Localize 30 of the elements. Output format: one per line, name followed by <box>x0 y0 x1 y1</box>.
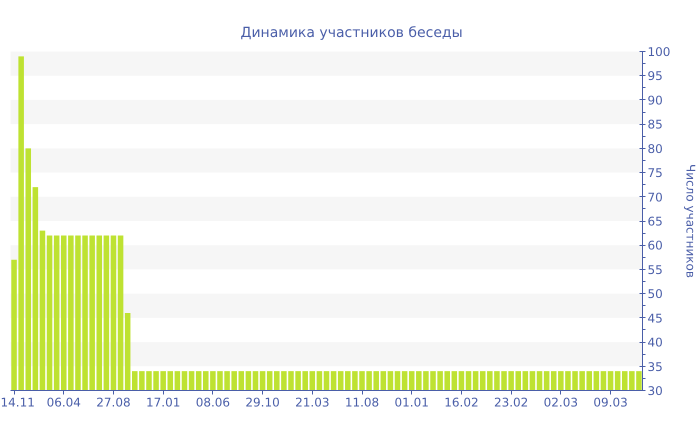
y-tick-label: 55 <box>648 262 663 277</box>
y-tick-label: 75 <box>648 166 663 180</box>
x-tick-label: 11.08 <box>344 396 380 410</box>
x-tick-label: 21.03 <box>295 396 330 410</box>
chart-title: Динамика участников беседы <box>240 25 463 41</box>
y-tick-label: 40 <box>648 336 663 350</box>
x-tick-label: 27.08 <box>96 396 131 410</box>
y-tick-label: 45 <box>648 311 663 326</box>
y-tick-label: 65 <box>648 214 663 228</box>
y-tick-label: 60 <box>648 238 663 253</box>
x-tick-label: 17.01 <box>146 396 180 410</box>
y-tick-label: 30 <box>648 384 663 398</box>
x-tick-label: 16.02 <box>444 396 479 410</box>
y-axis-title: Число участников <box>683 164 698 278</box>
y-tick-label: 90 <box>648 93 663 108</box>
y-tick-label: 85 <box>648 118 663 132</box>
x-tick-label: 29.10 <box>245 396 280 410</box>
x-tick-label: 06.04 <box>46 396 81 410</box>
y-tick-label: 95 <box>648 69 663 84</box>
x-tick-label: 23.02 <box>494 396 528 410</box>
x-tick-label: 02.03 <box>544 396 578 410</box>
y-tick-label: 100 <box>648 45 670 59</box>
x-tick-label: 09.03 <box>593 396 628 410</box>
x-tick-label: 14.11 <box>0 396 35 410</box>
y-tick-label: 50 <box>648 287 663 302</box>
y-tick-label: 35 <box>648 360 663 374</box>
x-tick-label: 01.01 <box>394 396 429 410</box>
y-tick-label: 80 <box>648 142 663 156</box>
x-tick-label: 08.06 <box>196 396 230 410</box>
y-tick-label: 70 <box>648 190 663 204</box>
